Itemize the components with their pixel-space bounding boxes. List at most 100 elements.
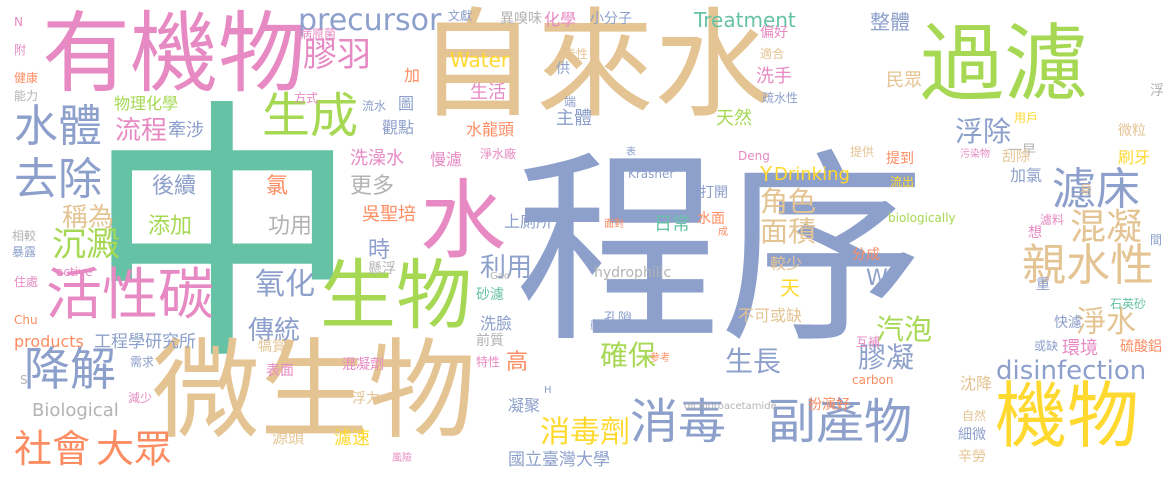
word: 日常 (654, 214, 690, 235)
word: 民眾 (886, 70, 922, 91)
word: 消毒 (630, 394, 727, 450)
word: 濾料 (1040, 213, 1065, 227)
word: 提供 (850, 145, 875, 159)
word: 氯 (266, 174, 289, 199)
word: products (14, 332, 84, 351)
word: 表面 (266, 363, 294, 379)
word: biologically (888, 211, 956, 225)
word: 疏水性 (762, 91, 799, 105)
word: 重 (1036, 277, 1050, 293)
word: 副產物 (768, 394, 913, 450)
word: Treatment (694, 8, 796, 32)
word: 中 (85, 77, 360, 397)
word: 能力 (14, 89, 39, 103)
word: 去除 (14, 154, 102, 205)
word: 適合 (760, 47, 785, 61)
word: 角色 (760, 185, 817, 218)
word: 前質 (476, 333, 504, 349)
word: 毒性 (564, 47, 589, 61)
word: 機物 (995, 374, 1140, 458)
word: 懸浮 (368, 261, 396, 277)
word: 流出 (890, 175, 915, 189)
word: 活性碳 (46, 263, 214, 328)
word: 輕 (590, 319, 604, 335)
word: 圖 (398, 94, 415, 113)
word: 或缺 (1034, 339, 1059, 353)
word: 浮除 (955, 115, 1012, 148)
word: 孔隙 (604, 311, 632, 327)
word: 小分子 (590, 11, 632, 27)
word: 砂濾 (476, 287, 504, 303)
word: 相較 (12, 229, 37, 243)
word: 較少 (770, 254, 803, 273)
word: Y (760, 162, 773, 186)
word: 環境 (1062, 338, 1098, 359)
word: 刷牙 (1118, 148, 1151, 167)
word: 降解 (24, 342, 116, 396)
word: 辛勞 (958, 449, 986, 465)
word: 膠凝 (858, 341, 915, 374)
word: Chu (14, 313, 38, 327)
word: 功用 (268, 214, 313, 239)
word: 生長 (725, 345, 782, 378)
word: 親水性 (1022, 240, 1154, 291)
word: 主體 (556, 108, 592, 129)
word: 水 (420, 171, 506, 271)
word: S (20, 373, 28, 387)
word: Deng (738, 149, 770, 163)
word: 自來水 (418, 0, 773, 134)
word: 更多 (350, 174, 395, 199)
word: 汽泡 (876, 313, 933, 346)
word: 一早 (1008, 143, 1036, 159)
word: 高 (506, 350, 529, 375)
word: 成 (718, 227, 728, 238)
word: 供 (556, 61, 570, 77)
word: 沈降 (960, 374, 993, 393)
word: 面對 (604, 219, 624, 230)
word: 確保 (600, 339, 657, 372)
word: 病原菌 (300, 27, 337, 41)
word: 傳統 (248, 316, 301, 346)
word: hydrophilic (594, 265, 672, 281)
word: 消毒劑 (540, 415, 630, 450)
word: 微生物 (152, 329, 477, 454)
word: disinfection (996, 356, 1147, 386)
word: 減少 (128, 391, 153, 405)
word: 生活 (470, 82, 506, 103)
word: 化學 (544, 10, 577, 29)
word: 國立臺灣大學 (508, 450, 610, 470)
word: 添加 (148, 214, 193, 239)
word: 程序 (515, 133, 925, 371)
word: 水體 (14, 101, 102, 152)
word: 天然 (716, 108, 752, 129)
word: 細微 (958, 427, 986, 443)
word: 膠羽 (303, 35, 371, 75)
word: 快濾 (1054, 315, 1082, 331)
word: 異嗅味 (500, 11, 542, 27)
word: 易 (1080, 183, 1093, 197)
word: 方式 (294, 91, 319, 105)
word: Gao (490, 271, 510, 282)
word: 分成 (852, 247, 880, 263)
word: N (14, 15, 23, 29)
word: W (866, 266, 888, 291)
word: 健康 (14, 71, 39, 85)
word: 生成 (262, 88, 359, 144)
word: 用戶 (1014, 111, 1039, 125)
word: 洗臉 (480, 314, 513, 333)
word: 污染物 (960, 149, 990, 160)
word: Drinking (774, 164, 850, 185)
word: 天 (780, 276, 800, 300)
word: 流水 (362, 99, 387, 113)
word: 石英砂 (1110, 297, 1147, 311)
word: precursor (298, 3, 442, 38)
word: 濾速 (334, 428, 370, 449)
word: 參考 (650, 353, 670, 364)
word: 不可或缺 (738, 306, 803, 325)
word: 特性 (476, 355, 501, 369)
word: 物理化學 (114, 94, 179, 113)
word: 牽涉 (168, 120, 204, 141)
word: Krasner (628, 167, 675, 181)
word: 洗澡水 (350, 148, 404, 169)
